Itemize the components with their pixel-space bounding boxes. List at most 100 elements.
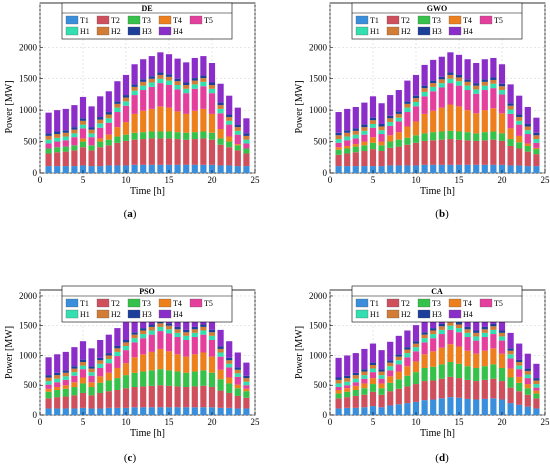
legend-label-h2: H2 (401, 310, 411, 319)
bar-segment-h3 (226, 114, 233, 118)
bar-segment-h3 (148, 324, 155, 327)
bar-segment-h3 (148, 76, 155, 79)
bar-segment-t4 (148, 108, 155, 132)
y-tick-label: 0 (323, 410, 328, 420)
bar-segment-t5 (183, 93, 190, 114)
bar-segment-t5 (174, 89, 181, 112)
bar-segment-t4 (234, 384, 241, 389)
bar-segment-t4 (217, 129, 224, 139)
bar-segment-t3 (79, 141, 87, 148)
bar-segment-t4 (490, 108, 497, 132)
bar-segment-t1 (533, 166, 540, 173)
bar-segment-t5 (79, 369, 87, 378)
bar-segment-t1 (234, 408, 241, 415)
bar-segment-h1 (507, 354, 514, 359)
legend-swatch-h3 (127, 309, 141, 319)
bar-segment-h2 (97, 119, 104, 124)
bar-segment-h3 (131, 332, 138, 335)
bar-segment-h4 (226, 341, 233, 358)
bar-segment-h4 (88, 348, 95, 367)
bar-segment-t3 (344, 148, 351, 154)
bar-segment-t3 (378, 388, 385, 395)
chart-title: CA (431, 287, 443, 296)
bar-segment-t5 (438, 87, 445, 108)
bar-segment-t1 (481, 164, 488, 173)
bar-segment-t5 (473, 340, 480, 354)
bar-segment-h1 (200, 330, 207, 335)
bar-segment-h1 (226, 120, 233, 125)
bar-segment-t1 (447, 164, 454, 173)
bar-segment-t5 (97, 127, 104, 139)
bar-segment-t3 (352, 390, 359, 396)
bar-segment-h2 (447, 322, 454, 326)
bar-segment-h2 (438, 326, 445, 330)
bar-segment-t3 (114, 136, 121, 143)
bar-segment-t5 (361, 378, 368, 384)
bar-segment-t2 (455, 378, 463, 398)
bar-segment-t5 (498, 340, 506, 354)
bar-segment-t5 (217, 113, 224, 129)
bar-segment-h3 (217, 102, 224, 106)
bar-segment-t2 (183, 139, 190, 165)
bar-segment-h4 (507, 332, 514, 349)
y-tick-label: 1000 (309, 105, 328, 115)
bar-segment-h2 (79, 120, 87, 125)
bar-segment-t5 (234, 376, 241, 385)
bar-segment-h3 (421, 85, 428, 89)
bar-segment-t3 (412, 135, 420, 143)
bar-segment-t4 (481, 110, 488, 133)
bar-segment-t5 (88, 137, 95, 146)
bar-segment-t2 (447, 376, 454, 398)
bar-segment-h4 (430, 59, 437, 81)
bar-segment-h2 (131, 86, 138, 91)
bar-segment-h3 (191, 78, 198, 81)
bar-segment-t4 (421, 113, 428, 134)
legend-label-t2: T2 (111, 16, 120, 25)
bar-segment-h2 (447, 74, 454, 79)
bar-segment-t5 (412, 106, 420, 122)
bar-segment-h1 (524, 130, 531, 135)
y-tick-label: 500 (24, 137, 38, 147)
bar-segment-h2 (131, 334, 138, 339)
y-tick-label: 0 (33, 410, 38, 420)
bar-segment-t5 (490, 88, 497, 109)
bar-segment-h2 (344, 132, 351, 137)
bar-segment-t2 (62, 151, 69, 167)
bar-segment-h3 (208, 82, 216, 85)
bar-segment-t2 (105, 391, 112, 408)
x-tick-label: 15 (455, 417, 465, 427)
y-tick-label: 0 (323, 168, 328, 178)
bar-segment-h4 (473, 63, 480, 84)
bar-segment-h1 (71, 372, 78, 376)
bar-segment-t1 (54, 408, 61, 415)
legend-box (351, 2, 523, 40)
bar-segment-t5 (131, 95, 138, 114)
bar-segment-h2 (88, 129, 95, 134)
bar-segment-t3 (335, 393, 342, 399)
bar-segment-t1 (114, 165, 121, 173)
bar-segment-t3 (88, 145, 95, 151)
bar-segment-t2 (438, 378, 445, 399)
x-tick-label: 20 (498, 417, 508, 427)
chart-panel-ca: 0 5 10 15 20 25 0 500 1000 1500 2000 Time [h] Power … (294, 285, 550, 439)
bar-segment-t2 (335, 154, 342, 167)
bar-segment-t4 (498, 353, 506, 368)
bar-segment-h4 (243, 362, 250, 376)
legend-label-h2: H2 (401, 27, 411, 36)
bar-segment-t1 (45, 408, 52, 415)
bar-segment-t5 (191, 88, 198, 111)
x-tick-label: 0 (328, 175, 333, 185)
bar-segment-h4 (498, 315, 506, 331)
bar-segment-h2 (62, 372, 69, 377)
x-axis-label: Time [h] (420, 428, 455, 439)
y-tick-label: 2000 (19, 42, 38, 52)
legend-swatch-h3 (417, 309, 431, 319)
bar-segment-t5 (208, 340, 216, 357)
bar-segment-h2 (62, 132, 69, 137)
bar-segment-t1 (243, 166, 250, 173)
bar-segment-t4 (335, 147, 342, 150)
bar-segment-t3 (404, 375, 411, 387)
bar-segment-t4 (140, 110, 147, 133)
bar-segment-t1 (183, 407, 190, 415)
bar-segment-h1 (369, 123, 377, 128)
